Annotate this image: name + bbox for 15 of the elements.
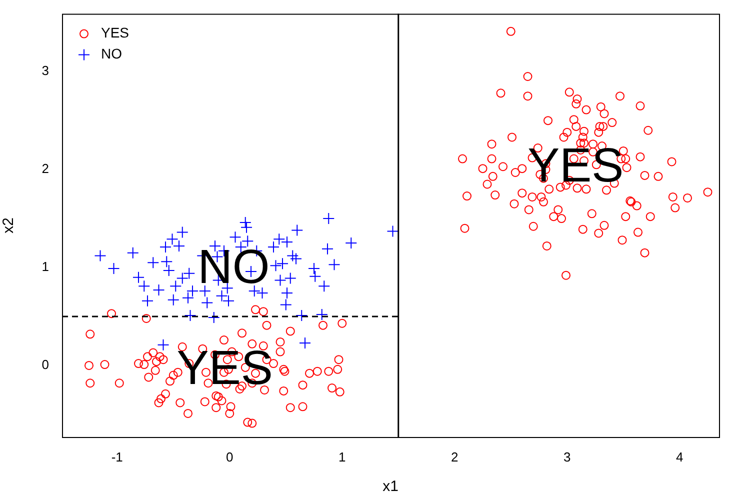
x-tick-label: -1	[111, 449, 123, 464]
x-tick-label: 2	[451, 449, 458, 464]
legend-label: NO	[101, 46, 122, 62]
annotation: NO	[198, 241, 270, 294]
y-tick-label: 3	[42, 63, 49, 78]
x-axis-title: x1	[382, 478, 398, 496]
y-tick-label: 2	[42, 161, 49, 176]
x-tick-label: 1	[338, 449, 346, 464]
x-tick-label: 4	[676, 449, 684, 464]
legend-label: YES	[101, 24, 130, 41]
y-tick-label: 1	[42, 259, 49, 274]
y-tick-label: 0	[42, 357, 49, 372]
y-axis-title: x2	[0, 217, 18, 234]
x-tick-label: 0	[226, 449, 234, 464]
x-tick-label: 3	[564, 449, 571, 464]
